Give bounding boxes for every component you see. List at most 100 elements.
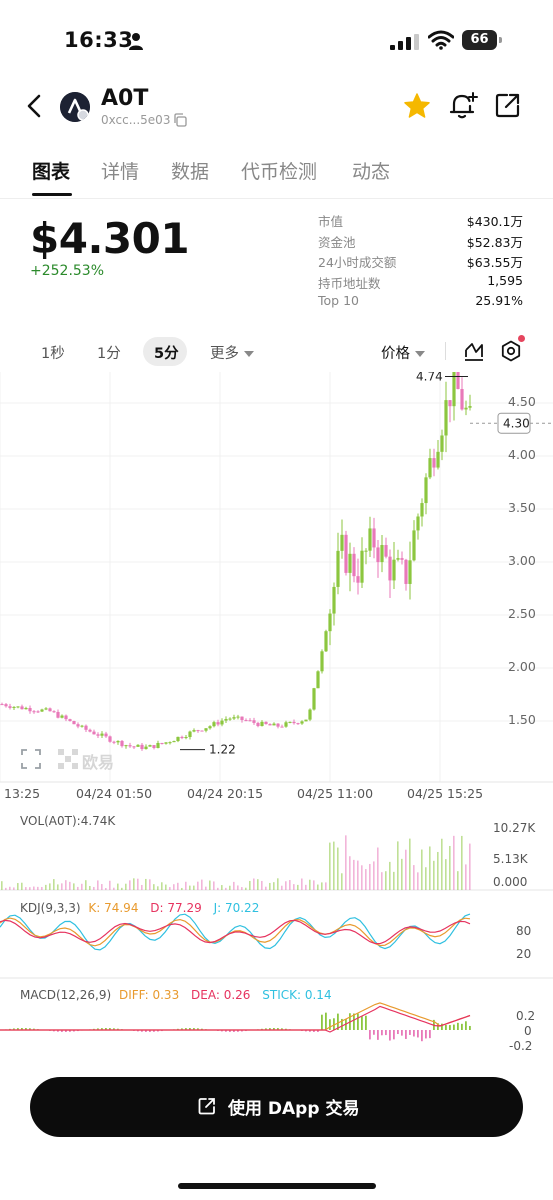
macd-bar [313,1030,315,1032]
candle-body [324,631,328,652]
candle-body [80,725,84,727]
volume-bar [445,859,447,890]
volume-bar [189,885,191,890]
volume-bar [321,882,323,890]
stat-value: $430.1万 [466,214,523,229]
macd-bar [385,1030,387,1036]
candle-body [28,707,32,712]
candle-body [308,709,312,720]
macd-bar [185,1028,187,1030]
candle-body [36,711,40,713]
stat-row-holders: 持币地址数 1,595 [318,273,523,294]
macd-bar [17,1028,19,1030]
macd-bar [237,1030,239,1032]
timeframe-more-dropdown[interactable]: 更多 [210,342,254,363]
volume-bar [397,841,399,890]
kdj-j-line [0,913,471,951]
macd-bar [409,1030,411,1035]
tab-activity[interactable]: 动态 [352,161,391,183]
copy-icon[interactable] [173,113,187,127]
chevron-down-icon [244,351,254,357]
dapp-trade-button[interactable]: 使用 DApp 交易 [30,1077,523,1137]
chart-settings-icon[interactable] [500,340,522,362]
volume-bar [21,882,23,890]
candle-body [296,723,300,725]
volume-bar [225,887,227,890]
macd-dea: DEA: 0.26 [191,988,251,1002]
volume-bar [393,871,395,890]
volume-bar [325,882,327,890]
candle-body [336,550,340,587]
volume-title: VOL(A0T):4.74K [20,814,116,828]
volume-bar [469,843,471,890]
back-arrow-icon[interactable] [22,92,48,120]
favorite-star-icon[interactable] [403,92,431,120]
volume-bar [453,835,455,890]
candle-body [188,731,192,738]
candle-body [364,550,368,552]
volume-bar [441,838,443,890]
kdj-k: K: 74.94 [88,901,139,915]
token-logo [60,92,90,122]
volume-bar [385,871,387,890]
tab-chart[interactable]: 图表 [32,161,71,183]
macd-bar [73,1030,75,1032]
wifi-icon [428,30,454,50]
candle-body [144,746,148,750]
share-external-icon[interactable] [495,92,521,118]
volume-bar [457,871,459,890]
candle-body [356,576,360,583]
candle-body [348,553,352,573]
volume-bar [405,849,407,890]
macd-bar [353,1013,355,1030]
candle-body [344,534,348,573]
candle-body [48,708,52,712]
macd-bar [413,1030,415,1037]
candle-body [396,558,400,560]
candle-body [16,706,20,708]
volume-bar [273,882,275,890]
volume-bar [105,887,107,890]
candle-body [312,688,316,710]
candle-body [268,724,272,726]
timeframe-5m[interactable]: 5分 [154,346,179,362]
stat-row-top10: Top 10 25.91% [318,293,523,314]
volume-bar [305,884,307,890]
macd-bar [401,1030,403,1036]
price-chart[interactable]: 4.50 4.00 3.50 3.00 2.50 2.00 1.50 13:25 04/24 … [0,372,553,1062]
indicator-chart-icon[interactable] [463,340,485,362]
macd-bar [461,1023,463,1030]
candle-body [172,741,176,743]
token-name: A0T [101,86,149,111]
volume-bar [237,885,239,890]
kdj-title: KDJ(9,3,3) [20,901,81,915]
stat-row-market-cap: 市值 $430.1万 [318,211,523,232]
candle-body [168,742,172,744]
volume-bar [169,887,171,890]
volume-tick-label: 0.000 [493,875,527,889]
volume-bar [129,880,131,890]
price-alert-bell-icon[interactable] [448,90,478,120]
stat-label: 资金池 [318,234,356,250]
candle-body [108,736,112,742]
timeframe-1s[interactable]: 1秒 [41,346,65,362]
fullscreen-icon[interactable] [20,748,42,770]
tab-token-check[interactable]: 代币检测 [241,161,318,183]
candle-body [200,730,204,732]
battery-level: 66 [462,30,497,50]
price-mode-dropdown[interactable]: 价格 [381,342,425,363]
macd-bar [53,1030,55,1032]
candle-body [40,709,44,712]
volume-bar [261,880,263,890]
volume-bar [97,880,99,890]
tab-data[interactable]: 数据 [171,161,210,183]
kdj-d: D: 77.29 [150,901,202,915]
macd-bar [405,1030,407,1039]
candle-body [340,534,344,551]
timeframe-1m[interactable]: 1分 [97,346,121,362]
tab-details[interactable]: 详情 [101,161,140,183]
macd-bar [277,1028,279,1030]
candle-body [360,550,364,583]
candle-body [408,560,412,584]
macd-bar [377,1030,379,1040]
